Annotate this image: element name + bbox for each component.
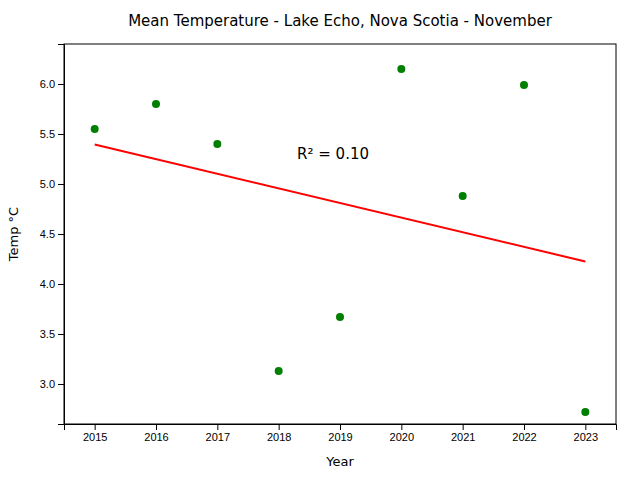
point bbox=[213, 140, 221, 148]
x-tick-mark bbox=[156, 424, 157, 430]
x-tick: 2018 bbox=[267, 424, 291, 443]
y-tick: 6.0 bbox=[40, 78, 64, 90]
y-tick-label: 6.0 bbox=[40, 78, 55, 90]
x-tick-mark bbox=[279, 424, 280, 430]
y-tick: 5.5 bbox=[40, 128, 64, 140]
y-tick-mark bbox=[58, 334, 64, 335]
point bbox=[520, 81, 528, 89]
y-tick: 3.0 bbox=[40, 378, 64, 390]
point bbox=[91, 125, 99, 133]
x-tick-mark bbox=[95, 424, 96, 430]
point bbox=[152, 100, 160, 108]
x-tick: 2020 bbox=[390, 424, 414, 443]
y-tick-mark bbox=[58, 184, 64, 185]
y-tick-label: 4.5 bbox=[40, 228, 55, 240]
point bbox=[397, 65, 405, 73]
x-tick: 2021 bbox=[451, 424, 475, 443]
x-tick-mark bbox=[217, 424, 218, 430]
y-axis: 3.0 3.5 4.0 4.5 5.0 5.5 6.0 bbox=[40, 45, 65, 425]
x-tick-mark bbox=[585, 424, 586, 430]
y-tick-label: 3.0 bbox=[40, 378, 55, 390]
plot-frame bbox=[64, 44, 616, 424]
y-tick-label: 4.0 bbox=[40, 278, 55, 290]
point bbox=[336, 313, 344, 321]
x-tick-label: 2020 bbox=[390, 431, 414, 443]
point bbox=[459, 192, 467, 200]
x-axis: 2015 2016 2017 2018 2019 2020 2021 2022 2023 bbox=[65, 424, 617, 443]
x-tick: 2015 bbox=[83, 424, 107, 443]
chart-container: 2015201620172018201920202021202220233.03… bbox=[0, 0, 640, 480]
y-tick-label: 5.0 bbox=[40, 178, 55, 190]
x-tick-label: 2022 bbox=[512, 431, 536, 443]
point bbox=[275, 367, 283, 375]
x-tick-label: 2015 bbox=[83, 431, 107, 443]
x-tick: 2019 bbox=[328, 424, 352, 443]
y-tick-mark bbox=[58, 234, 64, 235]
x-tick-label: 2019 bbox=[328, 431, 352, 443]
x-tick-mark bbox=[401, 424, 402, 430]
x-tick-mark bbox=[340, 424, 341, 430]
y-tick-mark bbox=[58, 384, 64, 385]
y-tick: 4.5 bbox=[40, 228, 64, 240]
chart: 2015201620172018201920202021202220233.03… bbox=[0, 0, 640, 480]
y-tick-mark bbox=[58, 84, 64, 85]
marks bbox=[91, 65, 590, 416]
x-tick-mark bbox=[463, 424, 464, 430]
x-tick-mark bbox=[524, 424, 525, 430]
x-axis-line bbox=[65, 425, 617, 431]
x-tick-label: 2021 bbox=[451, 431, 475, 443]
point bbox=[581, 408, 589, 416]
plot: 2015201620172018201920202021202220233.03… bbox=[40, 44, 617, 443]
x-tick: 2017 bbox=[206, 424, 230, 443]
x-tick-label: 2017 bbox=[206, 431, 230, 443]
x-tick-label: 2018 bbox=[267, 431, 291, 443]
y-tick: 3.5 bbox=[40, 328, 64, 340]
x-tick-label: 2023 bbox=[574, 431, 598, 443]
title: Mean Temperature - Lake Echo, Nova Scoti… bbox=[128, 12, 552, 30]
x-tick: 2022 bbox=[512, 424, 536, 443]
y-tick: 4.0 bbox=[40, 278, 64, 290]
y-tick-label: 5.5 bbox=[40, 128, 55, 140]
y-tick-mark bbox=[58, 284, 64, 285]
y-tick-mark bbox=[58, 134, 64, 135]
x-tick-label: 2016 bbox=[144, 431, 168, 443]
y-axis-title: Temp °C bbox=[6, 207, 21, 262]
x-tick: 2016 bbox=[144, 424, 168, 443]
annotation: R² = 0.10 bbox=[297, 145, 369, 163]
y-tick-label: 3.5 bbox=[40, 328, 55, 340]
trend-line bbox=[95, 145, 586, 262]
y-tick: 5.0 bbox=[40, 178, 64, 190]
x-axis-title: Year bbox=[325, 454, 354, 469]
x-tick: 2023 bbox=[574, 424, 598, 443]
